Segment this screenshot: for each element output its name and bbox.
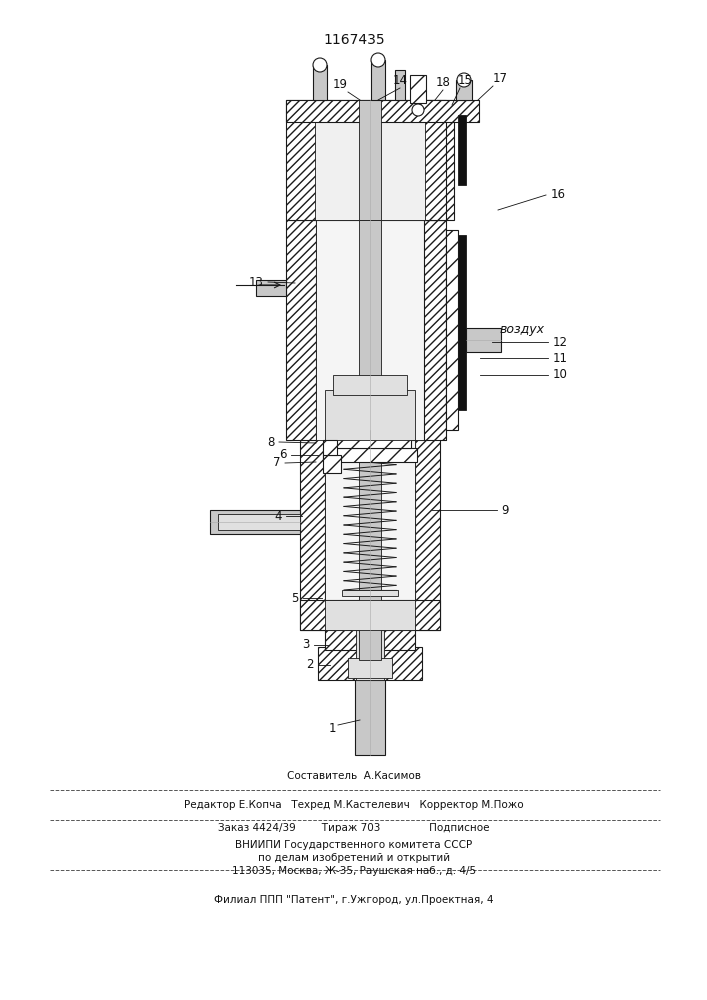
Circle shape — [371, 53, 385, 67]
Bar — [256, 280, 286, 296]
Bar — [210, 510, 300, 534]
Bar — [355, 678, 385, 755]
Text: 5: 5 — [291, 591, 298, 604]
Circle shape — [457, 73, 471, 87]
Text: 10: 10 — [553, 368, 568, 381]
Bar — [456, 80, 472, 100]
Text: Филиал ППП "Патент", г.Ужгород, ул.Проектная, 4: Филиал ППП "Патент", г.Ужгород, ул.Проек… — [214, 895, 493, 905]
Bar — [359, 220, 381, 440]
Bar — [466, 328, 501, 352]
Bar — [410, 75, 426, 103]
Bar — [394, 220, 424, 440]
Text: 14: 14 — [392, 74, 407, 87]
Text: Заказ 4424/39        Тираж 703               Подписное: Заказ 4424/39 Тираж 703 Подписное — [218, 823, 490, 833]
Text: 19: 19 — [332, 79, 348, 92]
Bar — [300, 600, 440, 630]
Text: 11: 11 — [552, 352, 568, 364]
Text: по делам изобретений и открытий: по делам изобретений и открытий — [258, 853, 450, 863]
Text: Редактор Е.Копча   Техред М.Кастелевич   Корректор М.Пожо: Редактор Е.Копча Техред М.Кастелевич Кор… — [185, 800, 524, 810]
Text: воздух: воздух — [500, 324, 545, 336]
Text: 15: 15 — [457, 74, 472, 87]
Bar — [325, 430, 415, 630]
Bar — [323, 448, 417, 462]
Bar — [300, 430, 325, 630]
Text: 13: 13 — [249, 275, 264, 288]
Text: 3: 3 — [303, 639, 310, 652]
Bar — [395, 70, 405, 100]
Bar — [316, 220, 424, 440]
Bar — [313, 65, 327, 100]
Bar — [359, 400, 381, 660]
Text: 12: 12 — [552, 336, 568, 349]
Text: 8: 8 — [267, 436, 275, 448]
Bar — [318, 647, 422, 680]
Bar — [458, 115, 466, 185]
Text: 9: 9 — [501, 504, 509, 516]
Bar — [424, 220, 446, 440]
Text: 17: 17 — [493, 72, 508, 85]
Text: 113035, Москва, Ж-35, Раушская наб., д. 4/5: 113035, Москва, Ж-35, Раушская наб., д. … — [232, 866, 476, 876]
Text: 18: 18 — [436, 76, 450, 89]
Text: 6: 6 — [279, 448, 287, 462]
Bar — [286, 100, 454, 220]
Bar — [359, 100, 381, 220]
Bar — [458, 235, 466, 410]
Bar — [325, 625, 415, 650]
Bar — [348, 658, 392, 678]
Bar — [323, 440, 337, 455]
Bar — [286, 220, 316, 440]
Bar — [415, 430, 440, 630]
Circle shape — [313, 58, 327, 72]
Text: ВНИИПИ Государственного комитета СССР: ВНИИПИ Государственного комитета СССР — [235, 840, 472, 850]
Bar — [356, 625, 384, 680]
Text: 4: 4 — [274, 510, 282, 522]
Bar — [315, 115, 425, 220]
Bar — [342, 454, 398, 460]
Text: 16: 16 — [551, 188, 566, 202]
Bar — [329, 436, 411, 448]
Text: 2: 2 — [306, 658, 314, 672]
Bar — [325, 390, 415, 440]
Bar — [286, 100, 479, 122]
Bar — [323, 455, 341, 473]
Bar — [342, 590, 398, 596]
Text: 1: 1 — [328, 722, 336, 734]
Text: Составитель  А.Касимов: Составитель А.Касимов — [287, 771, 421, 781]
Circle shape — [412, 104, 424, 116]
Text: 1167435: 1167435 — [323, 33, 385, 47]
Text: 7: 7 — [273, 456, 281, 470]
Bar — [446, 230, 458, 430]
Bar — [424, 100, 446, 220]
Bar — [333, 375, 407, 395]
Bar — [218, 514, 300, 530]
Bar — [325, 600, 415, 630]
Bar — [371, 60, 385, 100]
